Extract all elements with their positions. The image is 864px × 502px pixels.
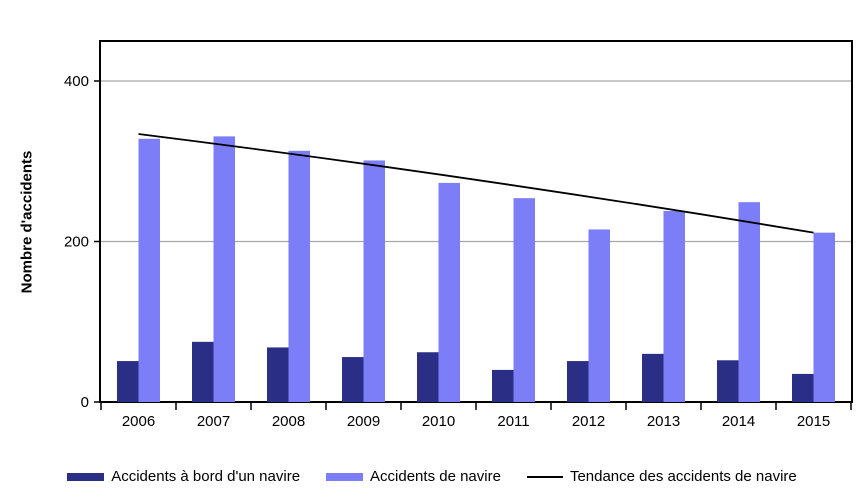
x-label-2012: 2012 — [572, 413, 605, 430]
legend-swatch-light-blue — [326, 472, 364, 481]
bar-a-bord-2011 — [492, 369, 514, 402]
legend: Accidents à bord d'un navire Accidents d… — [0, 468, 864, 485]
bar-navire-2006 — [138, 138, 160, 402]
bar-navire-2007 — [213, 136, 235, 402]
legend-trend-line-swatch — [526, 475, 563, 478]
y-axis-title: Nombre d'accidents — [18, 150, 36, 294]
trend-line — [138, 133, 814, 234]
bar-navire-2013 — [663, 211, 685, 402]
bar-a-bord-2010 — [417, 352, 439, 402]
bar-a-bord-2007 — [192, 341, 214, 402]
x-label-2014: 2014 — [722, 413, 755, 430]
bar-navire-2008 — [288, 150, 310, 402]
x-label-2010: 2010 — [422, 413, 455, 430]
bar-navire-2010 — [438, 182, 460, 402]
legend-swatch-dark-blue — [67, 472, 105, 481]
bar-a-bord-2014 — [717, 360, 739, 402]
x-label-2015: 2015 — [797, 413, 830, 430]
x-label-2008: 2008 — [272, 413, 305, 430]
bar-a-bord-2013 — [642, 353, 664, 402]
x-label-2007: 2007 — [197, 413, 230, 430]
y-tick-label-0: 0 — [81, 394, 89, 411]
x-label-2009: 2009 — [347, 413, 380, 430]
bar-a-bord-2006 — [117, 361, 139, 402]
x-label-2011: 2011 — [497, 413, 529, 430]
bar-a-bord-2012 — [567, 361, 589, 402]
bar-a-bord-2009 — [342, 357, 364, 402]
bar-a-bord-2015 — [792, 373, 814, 402]
bar-a-bord-2008 — [267, 347, 289, 402]
x-label-2006: 2006 — [122, 413, 155, 430]
legend-label-tendance: Tendance des accidents de navire — [569, 468, 797, 485]
bar-navire-2009 — [363, 160, 385, 402]
legend-label-accidents-de-navire: Accidents de navire — [370, 468, 501, 485]
legend-item-tendance: Tendance des accidents de navire — [526, 468, 797, 485]
legend-label-accidents-a-bord: Accidents à bord d'un navire — [111, 468, 301, 485]
bar-navire-2012 — [588, 229, 610, 402]
bar-navire-2014 — [738, 202, 760, 402]
y-tick-label-400: 400 — [64, 73, 89, 90]
bar-navire-2011 — [513, 198, 535, 402]
x-label-2013: 2013 — [647, 413, 680, 430]
plot-border — [99, 40, 853, 403]
legend-item-accidents-a-bord: Accidents à bord d'un navire — [67, 468, 300, 485]
legend-item-accidents-de-navire: Accidents de navire — [326, 468, 501, 485]
bar-chart: 0 200 400 2006 2007 2008 2009 2010 2011 2012 2013 2… — [64, 40, 853, 430]
y-tick-label-200: 200 — [64, 234, 89, 251]
bar-navire-2015 — [813, 232, 835, 402]
